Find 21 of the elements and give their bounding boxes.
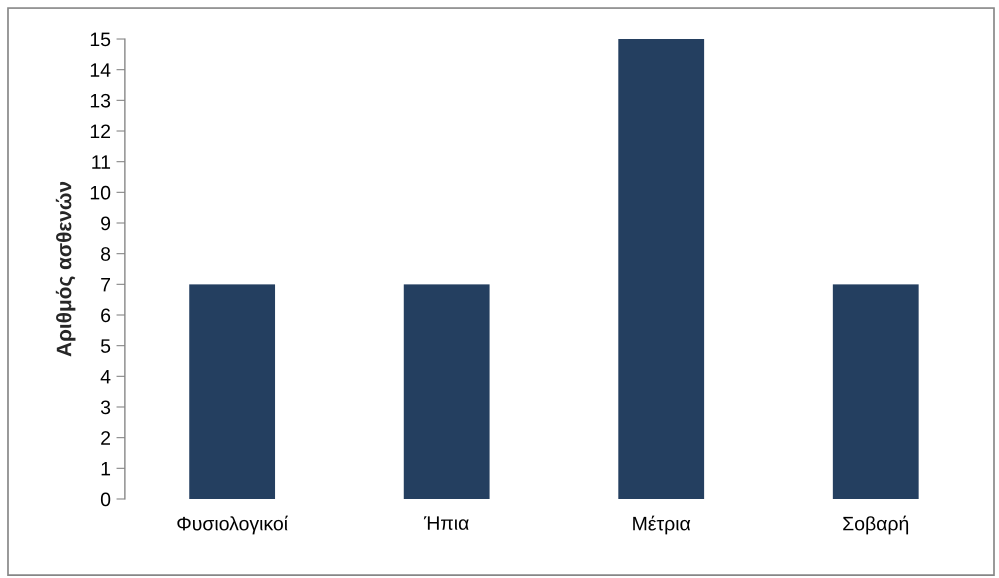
y-tick-label: 6 — [101, 308, 110, 322]
y-tick-label: 13 — [90, 94, 110, 108]
y-tick-label: 12 — [90, 124, 110, 138]
y-tick-label: 7 — [101, 278, 110, 292]
y-tick-label: 1 — [102, 462, 110, 476]
x-tick-label: Μέτρια — [633, 516, 690, 534]
y-tick-label: 8 — [101, 247, 110, 261]
y-tick-label: 2 — [101, 431, 110, 445]
y-tick-label: 15 — [90, 32, 110, 46]
x-tick-label: Φυσιολογικοί — [177, 516, 288, 534]
y-tick-label: 11 — [92, 155, 110, 169]
y-axis-title: Αριθμός ασθενών — [56, 182, 76, 357]
y-tick-label: 9 — [101, 216, 110, 230]
y-tick-label: 0 — [100, 492, 110, 506]
y-tick-label: 3 — [100, 400, 110, 414]
x-tick-label: Ήπια — [424, 516, 469, 530]
y-tick-label: 4 — [100, 370, 110, 384]
y-tick-label: 5 — [100, 339, 110, 353]
y-tick-label: 14 — [90, 63, 110, 77]
x-tick-label: Σοβαρή — [843, 516, 908, 534]
y-tick-label: 10 — [90, 186, 110, 200]
